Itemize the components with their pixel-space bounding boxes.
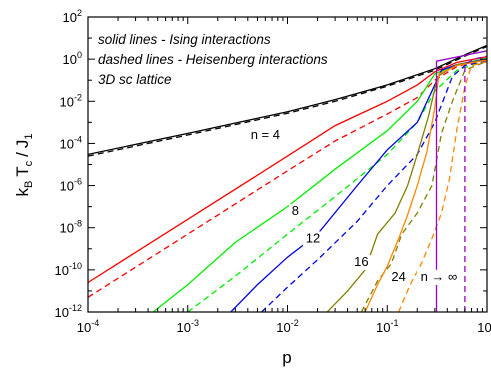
series-line-heisenberg-1 [88, 57, 487, 298]
series-line-heisenberg-5 [398, 61, 487, 312]
x-tick-label: 10-2 [276, 318, 298, 335]
x-axis-title: p [282, 348, 291, 367]
y-tick-label: 10-12 [55, 303, 82, 320]
series-line-heisenberg-0 [88, 45, 487, 157]
y-tick-label: 10-6 [60, 177, 82, 194]
series-line-ising-6 [435, 50, 487, 312]
labels-layer: 10-4 10-3 10-2 10-1 100 10-12 10-10 10-8 10-6 10-… [55, 8, 491, 335]
legend-line-2: dashed lines - Heisenberg interactions [98, 52, 328, 67]
series-label-bg [351, 255, 372, 271]
y-tick-label: 100 [63, 50, 82, 67]
series-label-3: 16 [354, 254, 368, 269]
series-label-bg [418, 269, 460, 285]
legend-block: solid lines - Ising interactions dashed … [98, 32, 328, 87]
legend-line-3: 3D sc lattice [98, 72, 172, 87]
series-line-heisenberg-3 [261, 59, 487, 312]
series-label-0: n = 4 [251, 127, 280, 142]
series-label-bg [388, 269, 409, 285]
series-line-ising-1 [88, 56, 487, 284]
series-label-bg [244, 128, 286, 144]
series-line-ising-5 [364, 59, 487, 312]
series-label-1: 8 [292, 203, 299, 218]
series-line-heisenberg-2 [187, 59, 487, 312]
series-label-bg [288, 204, 302, 220]
plot-area [88, 44, 487, 312]
series-line-ising-4 [326, 58, 487, 312]
ticks-layer [87, 16, 488, 313]
x-tick-label: 10-1 [376, 318, 398, 335]
series-line-heisenberg-4 [360, 60, 487, 312]
legend-line-1: solid lines - Ising interactions [98, 32, 271, 47]
y-tick-label: 10-8 [60, 219, 82, 236]
series-line-heisenberg-6 [464, 55, 487, 312]
series-line-ising-0 [88, 44, 487, 156]
y-axis-title: kBTc/J1 [13, 133, 35, 196]
series-label-6: n → ∞ [421, 269, 458, 284]
y-tick-label: 10-4 [60, 134, 82, 151]
series-label-bg [302, 231, 323, 247]
y-tick-label: 10-2 [60, 92, 82, 109]
series-layer [88, 44, 487, 312]
y-tick-label: 102 [63, 8, 82, 25]
series-label-2: 12 [306, 230, 320, 245]
y-tick-label: 10-10 [55, 261, 82, 278]
x-tick-label: 10-3 [177, 318, 199, 335]
series-label-4: 24 [391, 269, 405, 284]
series-line-ising-3 [230, 58, 487, 312]
x-tick-label: 10-4 [77, 318, 99, 335]
x-tick-label: 100 [477, 318, 491, 335]
